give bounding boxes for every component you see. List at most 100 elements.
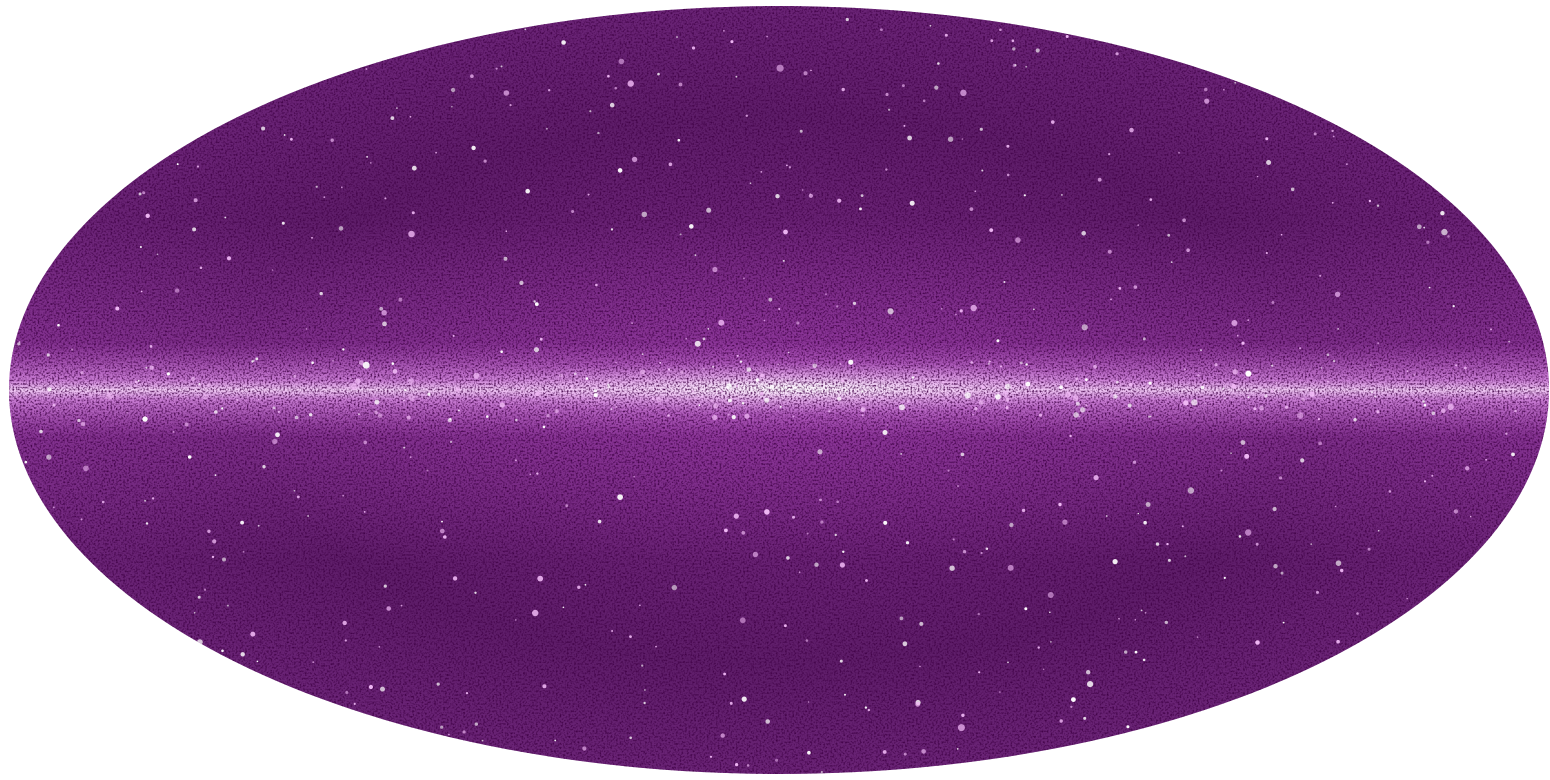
point-source (536, 472, 539, 475)
point-source (745, 114, 748, 118)
point-source (906, 400, 910, 403)
point-source (803, 71, 808, 76)
point-source (570, 384, 574, 388)
point-source (1005, 397, 1010, 402)
point-source (959, 309, 963, 313)
point-source (1059, 385, 1063, 390)
point-source (1183, 400, 1189, 406)
point-source (1181, 525, 1184, 528)
point-source (342, 620, 347, 626)
point-source (880, 397, 885, 401)
point-source (1371, 391, 1373, 393)
point-source (1167, 558, 1171, 562)
point-source (1180, 404, 1182, 406)
point-source (1223, 89, 1225, 91)
point-source (386, 606, 392, 611)
point-source (1134, 650, 1138, 654)
point-source (525, 188, 530, 194)
point-source (1015, 237, 1021, 243)
point-source (799, 129, 803, 133)
point-source (921, 749, 926, 754)
point-source (305, 328, 308, 330)
point-source (861, 390, 864, 393)
point-source (378, 646, 381, 648)
point-source (383, 584, 387, 588)
point-source (597, 131, 600, 135)
point-source (974, 407, 978, 411)
point-source (440, 725, 444, 729)
point-source (226, 256, 232, 261)
point-source (142, 191, 146, 195)
point-source (1144, 611, 1147, 614)
point-source (999, 691, 1001, 693)
point-source (643, 701, 646, 705)
point-source (191, 376, 196, 381)
point-source (1142, 337, 1146, 341)
point-source (1081, 324, 1088, 331)
point-source (787, 351, 790, 354)
point-source (902, 641, 908, 647)
point-source (900, 453, 902, 455)
point-source (1230, 452, 1232, 455)
point-source (1004, 383, 1011, 390)
point-source (1009, 522, 1014, 528)
point-source (1085, 404, 1088, 407)
point-source (294, 415, 299, 420)
point-source (947, 136, 954, 142)
point-source (18, 341, 21, 343)
point-source (723, 672, 726, 676)
point-source (1247, 396, 1250, 398)
point-source (503, 256, 508, 261)
point-source (1143, 520, 1147, 525)
point-source (962, 550, 967, 554)
point-source (1148, 415, 1151, 418)
point-source (319, 291, 323, 296)
point-source (1428, 286, 1431, 289)
point-source (199, 266, 203, 270)
point-source (852, 301, 857, 305)
point-source (909, 200, 915, 206)
point-source (46, 353, 50, 357)
point-source (1313, 132, 1317, 136)
point-source (1265, 137, 1269, 141)
point-source (629, 736, 632, 740)
point-source (365, 68, 368, 70)
point-source (449, 440, 453, 444)
point-source (870, 397, 872, 400)
point-source (379, 306, 384, 311)
point-source (80, 371, 84, 375)
point-source (763, 319, 766, 322)
point-source (720, 390, 724, 394)
point-source (640, 369, 646, 375)
point-source (1184, 555, 1187, 558)
point-source (400, 604, 403, 607)
point-source (969, 207, 974, 212)
point-source (311, 236, 313, 239)
point-source (1422, 400, 1425, 403)
point-source (585, 377, 589, 380)
point-source (1006, 173, 1010, 177)
point-source (593, 389, 597, 393)
point-source (1301, 397, 1305, 402)
point-source (970, 304, 977, 312)
point-source (1447, 403, 1454, 411)
point-source (283, 134, 286, 136)
point-source (792, 415, 795, 418)
point-source (867, 708, 871, 712)
point-source (720, 733, 725, 738)
point-source (1238, 535, 1242, 538)
point-source (1112, 559, 1118, 565)
point-source (411, 165, 417, 171)
point-source (1038, 413, 1043, 417)
point-source (1118, 617, 1120, 620)
point-source (929, 24, 932, 27)
point-source (1259, 405, 1264, 411)
point-source (363, 440, 368, 445)
point-source (443, 389, 446, 392)
point-source (1224, 397, 1226, 400)
point-source (80, 421, 86, 427)
point-source (443, 535, 447, 539)
point-source (402, 399, 405, 402)
point-source (524, 28, 527, 31)
point-source (760, 373, 764, 378)
